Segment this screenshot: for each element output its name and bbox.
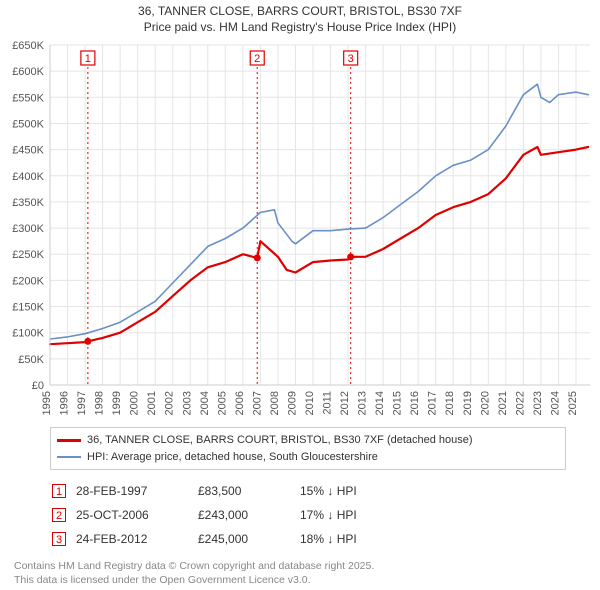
x-tick-label: 2016: [409, 391, 421, 415]
transaction-delta: 15% ↓ HPI: [300, 480, 365, 502]
legend-label: HPI: Average price, detached house, Sout…: [87, 449, 378, 466]
transaction-marker: 3: [52, 532, 66, 546]
x-tick-label: 2008: [269, 391, 281, 415]
x-tick-label: 1997: [76, 391, 88, 415]
legend-item: 36, TANNER CLOSE, BARRS COURT, BRISTOL, …: [57, 432, 559, 449]
x-tick-label: 2021: [497, 391, 509, 415]
x-tick-label: 2006: [234, 391, 246, 415]
x-tick-label: 2020: [479, 391, 491, 415]
x-tick-label: 2015: [392, 391, 404, 415]
y-tick-label: £200K: [12, 276, 44, 288]
footer-line-2: This data is licensed under the Open Gov…: [14, 574, 566, 588]
legend-swatch: [57, 456, 81, 458]
x-tick-label: 1996: [59, 391, 71, 415]
arrow-down-icon: ↓: [327, 508, 333, 522]
transaction-marker: 2: [52, 508, 66, 522]
y-tick-label: £350K: [12, 197, 44, 209]
x-tick-label: 2000: [129, 391, 141, 415]
legend-label: 36, TANNER CLOSE, BARRS COURT, BRISTOL, …: [87, 432, 473, 449]
x-tick-label: 2001: [146, 391, 158, 415]
x-tick-label: 2017: [427, 391, 439, 415]
series-hpi: [50, 84, 588, 339]
x-tick-label: 2007: [251, 391, 263, 415]
y-tick-label: £400K: [12, 171, 44, 183]
x-tick-label: 2019: [462, 391, 474, 415]
y-tick-label: £550K: [12, 92, 44, 104]
x-tick-label: 2013: [357, 391, 369, 415]
legend: 36, TANNER CLOSE, BARRS COURT, BRISTOL, …: [50, 427, 566, 470]
legend-swatch: [57, 439, 81, 441]
x-tick-label: 2005: [216, 391, 228, 415]
arrow-down-icon: ↓: [327, 484, 333, 498]
sale-dot: [84, 338, 91, 345]
x-tick-label: 2004: [199, 391, 211, 415]
transaction-price: £245,000: [198, 528, 298, 550]
y-tick-label: £250K: [12, 249, 44, 261]
x-tick-label: 1999: [111, 391, 123, 415]
y-tick-label: £650K: [12, 40, 44, 52]
transaction-row: 3 24-FEB-2012£245,00018% ↓ HPI: [52, 528, 365, 550]
x-tick-label: 2011: [322, 391, 334, 415]
x-tick-label: 2009: [286, 391, 298, 415]
sale-marker-id: 1: [85, 53, 91, 65]
footer-line-1: Contains HM Land Registry data © Crown c…: [14, 560, 566, 574]
title-line-1: 36, TANNER CLOSE, BARRS COURT, BRISTOL, …: [0, 4, 600, 20]
y-tick-label: £450K: [12, 145, 44, 157]
x-tick-label: 2012: [339, 391, 351, 415]
chart-area: £0 £50K £100K £150K £200K £250K £300K £350K £400…: [0, 35, 600, 421]
y-tick-label: £600K: [12, 66, 44, 78]
transactions-table: 1 28-FEB-1997£83,50015% ↓ HPI 2 25-OCT-2006…: [50, 478, 367, 552]
x-tick-label: 2024: [549, 391, 561, 415]
y-tick-label: £100K: [12, 328, 44, 340]
x-tick-label: 2025: [567, 391, 579, 415]
transaction-row: 2 25-OCT-2006£243,00017% ↓ HPI: [52, 504, 365, 526]
x-tick-label: 2018: [444, 391, 456, 415]
line-chart: £0 £50K £100K £150K £200K £250K £300K £350K £400…: [0, 35, 600, 421]
transaction-marker: 1: [52, 484, 66, 498]
x-tick-label: 1995: [41, 391, 53, 415]
transaction-date: 28-FEB-1997: [76, 480, 196, 502]
transaction-row: 1 28-FEB-1997£83,50015% ↓ HPI: [52, 480, 365, 502]
y-tick-label: £300K: [12, 223, 44, 235]
x-tick-label: 1998: [94, 391, 106, 415]
y-tick-label: £0: [32, 380, 44, 392]
chart-title: 36, TANNER CLOSE, BARRS COURT, BRISTOL, …: [0, 0, 600, 35]
transaction-delta: 17% ↓ HPI: [300, 504, 365, 526]
footer-attribution: Contains HM Land Registry data © Crown c…: [14, 560, 566, 587]
sale-marker-id: 2: [254, 53, 260, 65]
x-tick-label: 2003: [181, 391, 193, 415]
sale-marker-id: 3: [348, 53, 354, 65]
x-tick-label: 2022: [514, 391, 526, 415]
x-tick-label: 2002: [164, 391, 176, 415]
y-tick-label: £150K: [12, 302, 44, 314]
transaction-date: 25-OCT-2006: [76, 504, 196, 526]
transaction-delta: 18% ↓ HPI: [300, 528, 365, 550]
transaction-date: 24-FEB-2012: [76, 528, 196, 550]
x-tick-label: 2023: [532, 391, 544, 415]
legend-item: HPI: Average price, detached house, Sout…: [57, 449, 559, 466]
title-line-2: Price paid vs. HM Land Registry's House …: [0, 20, 600, 36]
sale-dot: [254, 255, 261, 262]
y-tick-label: £500K: [12, 119, 44, 131]
series-price_paid: [50, 147, 588, 344]
sale-dot: [347, 254, 354, 261]
arrow-down-icon: ↓: [327, 532, 333, 546]
x-tick-label: 2014: [374, 391, 386, 415]
y-tick-label: £50K: [18, 354, 44, 366]
transaction-price: £83,500: [198, 480, 298, 502]
x-tick-label: 2010: [304, 391, 316, 415]
transaction-price: £243,000: [198, 504, 298, 526]
